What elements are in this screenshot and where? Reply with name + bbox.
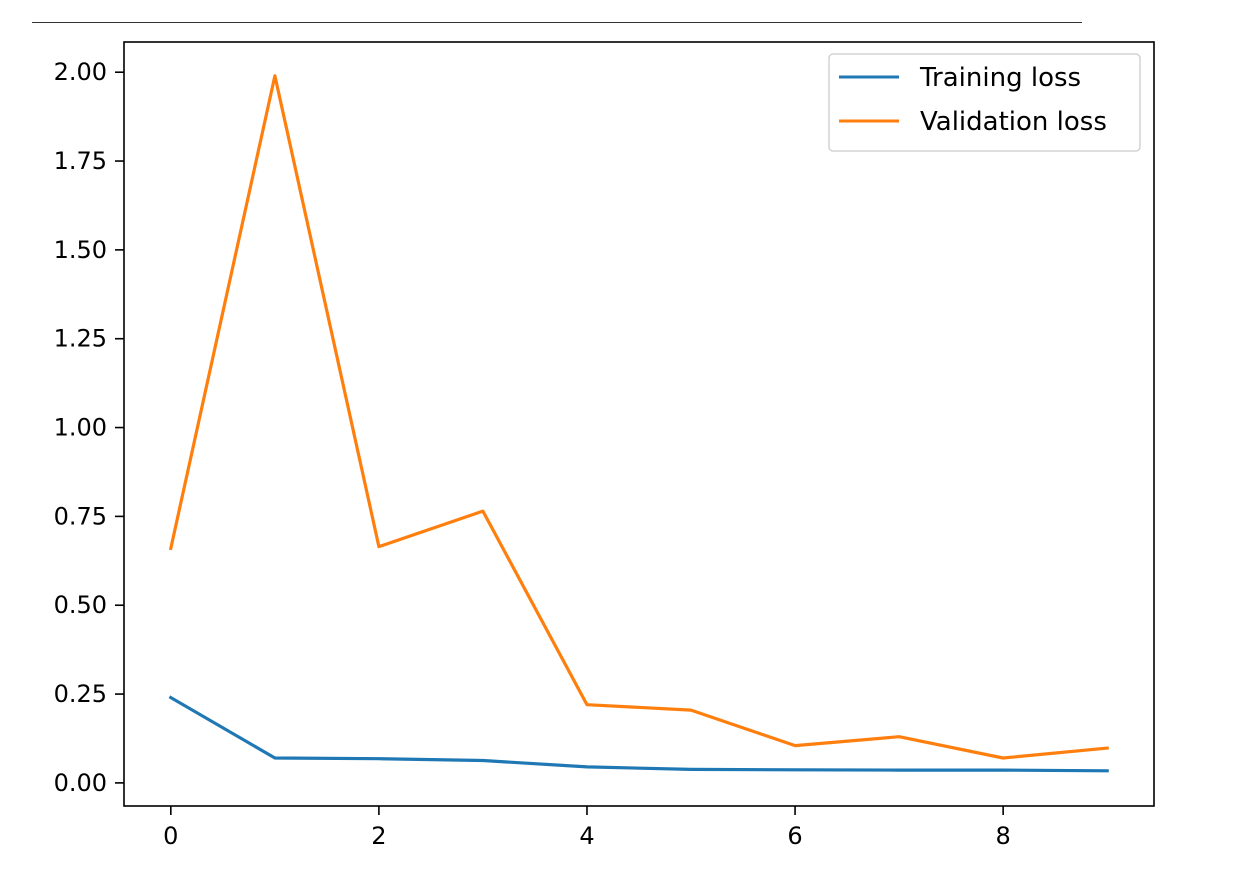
top-divider xyxy=(32,22,1082,23)
series-line-0 xyxy=(168,695,1109,773)
y-axis-ticks: 0.00 0.25 0.50 0.75 1.00 1.25 1.50 1.75 2.00 xyxy=(54,58,124,797)
legend-label-training-loss: Training loss xyxy=(919,63,1081,93)
y-tick-label: 0.25 xyxy=(54,680,107,708)
y-tick-label: 1.00 xyxy=(54,414,107,442)
series-line-1 xyxy=(168,74,1109,760)
x-tick-label: 6 xyxy=(787,822,802,850)
x-tick-label: 2 xyxy=(371,822,386,850)
x-tick-label: 4 xyxy=(579,822,594,850)
legend-label-validation-loss: Validation loss xyxy=(920,107,1107,137)
y-tick-label: 1.75 xyxy=(54,147,107,175)
plot-frame xyxy=(123,41,1155,807)
legend-frame xyxy=(828,53,1141,152)
legend: Training loss Validation loss xyxy=(828,53,1141,152)
y-tick-label: 1.50 xyxy=(54,236,107,264)
x-axis-ticks: 0 2 4 6 8 xyxy=(163,806,1011,850)
x-tick-label: 0 xyxy=(163,822,178,850)
y-tick-label: 2.00 xyxy=(54,58,107,86)
y-tick-label: 0.00 xyxy=(54,769,107,797)
y-tick-label: 0.50 xyxy=(54,591,107,619)
y-tick-label: 1.25 xyxy=(54,325,107,353)
x-tick-label: 8 xyxy=(996,822,1011,850)
plot-lines xyxy=(168,74,1109,773)
y-tick-label: 0.75 xyxy=(54,502,107,530)
